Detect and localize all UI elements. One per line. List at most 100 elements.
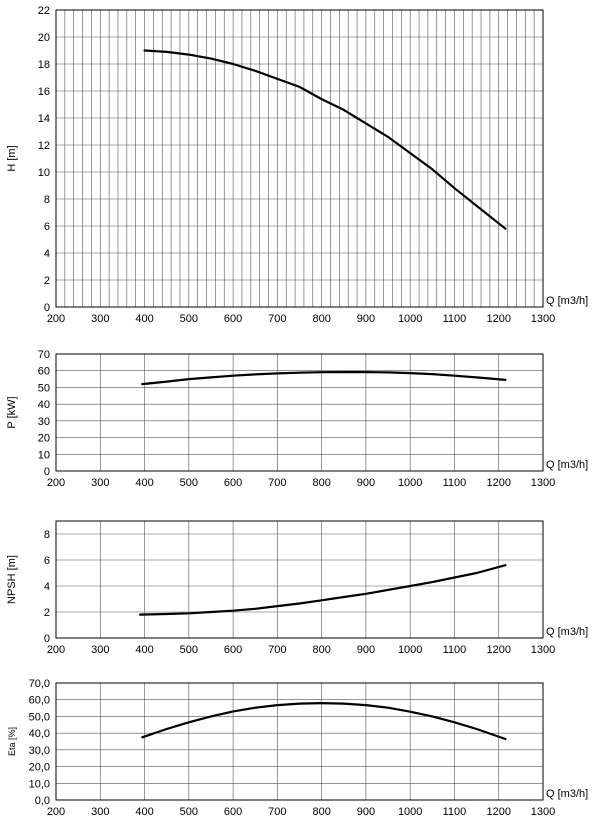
chart-efficiency-curve <box>141 702 507 741</box>
chart-power-y-tick-20: 20 <box>38 433 50 445</box>
chart-efficiency-x-tick-800: 800 <box>312 806 330 818</box>
chart-efficiency-x-tick-400: 400 <box>135 806 153 818</box>
chart-power: 200 300 400 500 600 700 800 900 1000 1100 1200 1300… <box>6 349 588 489</box>
chart-power-plot-frame <box>55 353 544 472</box>
chart-npsh-curve <box>139 564 507 616</box>
chart-efficiency-x-tick-1000: 1000 <box>398 806 422 818</box>
chart-head-x-tick-500: 500 <box>180 313 198 325</box>
chart-head-y-tick-14: 14 <box>38 113 50 125</box>
chart-head-y-tick-16: 16 <box>38 86 50 98</box>
chart-head-x-tick-700: 700 <box>268 313 286 325</box>
chart-head-y-tick-0: 0 <box>44 302 50 314</box>
chart-power-y-tick-30: 30 <box>38 416 50 428</box>
chart-npsh-y-tick-2: 2 <box>44 607 50 619</box>
chart-npsh-x-tick-400: 400 <box>135 644 153 656</box>
chart-efficiency-y-tick-70-0: 70,0 <box>29 678 50 690</box>
chart-power-x-tick-400: 400 <box>135 477 153 489</box>
chart-efficiency-x-axis-label: Q [m3/h] <box>546 788 588 800</box>
chart-npsh-plot-frame <box>55 520 544 639</box>
chart-efficiency-x-tick-900: 900 <box>357 806 375 818</box>
chart-npsh-y-tick-0: 0 <box>44 633 50 645</box>
chart-head-y-tick-18: 18 <box>38 59 50 71</box>
chart-efficiency: 200 300 400 500 600 700 800 900 1000 1100 1200 1300… <box>7 678 588 818</box>
chart-power-x-tick-1000: 1000 <box>398 477 422 489</box>
chart-npsh-x-tick-200: 200 <box>47 644 65 656</box>
chart-head-y-tick-8: 8 <box>44 194 50 206</box>
chart-efficiency-y-tick-10-0: 10,0 <box>29 778 50 790</box>
chart-power-y-axis-label: P [kW] <box>6 396 18 428</box>
chart-efficiency-x-tick-300: 300 <box>91 806 109 818</box>
chart-npsh-y-tick-8: 8 <box>44 529 50 541</box>
chart-efficiency-x-tick-1200: 1200 <box>486 806 510 818</box>
chart-efficiency-y-tick-20-0: 20,0 <box>29 762 50 774</box>
chart-efficiency-y-tick-60-0: 60,0 <box>29 695 50 707</box>
chart-head-x-tick-900: 900 <box>357 313 375 325</box>
chart-power-x-tick-800: 800 <box>312 477 330 489</box>
chart-efficiency-x-tick-200: 200 <box>47 806 65 818</box>
chart-npsh-x-axis-label: Q [m3/h] <box>546 626 588 638</box>
chart-head-y-tick-6: 6 <box>44 221 50 233</box>
chart-npsh-y-axis-label: NPSH [m] <box>6 555 18 604</box>
chart-npsh-y-tick-4: 4 <box>44 581 50 593</box>
chart-head-x-tick-1100: 1100 <box>443 313 467 325</box>
chart-efficiency-y-tick-0-0: 0,0 <box>35 795 50 807</box>
chart-npsh-x-tick-800: 800 <box>312 644 330 656</box>
chart-power-x-tick-500: 500 <box>180 477 198 489</box>
chart-npsh-x-tick-700: 700 <box>268 644 286 656</box>
chart-npsh-x-tick-1300: 1300 <box>531 644 555 656</box>
chart-power-y-tick-0: 0 <box>44 466 50 478</box>
chart-head-y-tick-20: 20 <box>38 32 50 44</box>
chart-power-y-tick-10: 10 <box>38 449 50 461</box>
chart-head-x-tick-400: 400 <box>135 313 153 325</box>
chart-npsh: 200 300 400 500 600 700 800 900 1000 1100 1200 1300… <box>6 520 588 656</box>
chart-head-x-axis-label: Q [m3/h] <box>546 295 588 307</box>
chart-npsh-x-tick-900: 900 <box>357 644 375 656</box>
chart-power-y-tick-60: 60 <box>38 366 50 378</box>
chart-power-y-tick-70: 70 <box>38 349 50 361</box>
chart-npsh-x-tick-600: 600 <box>224 644 242 656</box>
chart-efficiency-x-tick-1100: 1100 <box>443 806 467 818</box>
chart-head-y-tick-12: 12 <box>38 140 50 152</box>
chart-power-x-tick-300: 300 <box>91 477 109 489</box>
chart-head-x-tick-1300: 1300 <box>531 313 555 325</box>
chart-npsh-x-tick-1100: 1100 <box>443 644 467 656</box>
chart-power-x-axis-label: Q [m3/h] <box>546 459 588 471</box>
chart-efficiency-x-tick-700: 700 <box>268 806 286 818</box>
chart-power-x-tick-600: 600 <box>224 477 242 489</box>
chart-head-x-tick-1000: 1000 <box>398 313 422 325</box>
chart-efficiency-y-tick-40-0: 40,0 <box>29 728 50 740</box>
chart-efficiency-x-tick-500: 500 <box>180 806 198 818</box>
chart-power-y-tick-50: 50 <box>38 382 50 394</box>
chart-power-x-tick-200: 200 <box>47 477 65 489</box>
chart-npsh-x-tick-1000: 1000 <box>398 644 422 656</box>
chart-efficiency-y-axis-label: Eta [%] <box>7 727 17 756</box>
chart-head-y-axis-label: H [m] <box>6 145 18 171</box>
chart-head-plot-frame <box>55 9 544 308</box>
chart-power-x-tick-1200: 1200 <box>486 477 510 489</box>
chart-power-x-tick-700: 700 <box>268 477 286 489</box>
chart-efficiency-y-tick-50-0: 50,0 <box>29 711 50 723</box>
chart-efficiency-x-tick-1300: 1300 <box>531 806 555 818</box>
chart-power-x-tick-1300: 1300 <box>531 477 555 489</box>
chart-head-x-tick-300: 300 <box>91 313 109 325</box>
chart-npsh-x-tick-500: 500 <box>180 644 198 656</box>
chart-head-x-tick-1200: 1200 <box>486 313 510 325</box>
chart-efficiency-y-tick-30-0: 30,0 <box>29 745 50 757</box>
chart-head-curve <box>143 49 507 230</box>
chart-power-y-tick-40: 40 <box>38 399 50 411</box>
chart-head: 200 300 400 500 600 700 800 900 1000 1100 1200 1300… <box>6 5 588 325</box>
chart-power-curve <box>141 371 507 386</box>
chart-npsh-x-tick-1200: 1200 <box>486 644 510 656</box>
chart-head-y-tick-10: 10 <box>38 167 50 179</box>
chart-head-y-tick-2: 2 <box>44 275 50 287</box>
chart-efficiency-x-tick-600: 600 <box>224 806 242 818</box>
chart-head-x-tick-600: 600 <box>224 313 242 325</box>
chart-npsh-y-tick-6: 6 <box>44 555 50 567</box>
chart-efficiency-plot-frame <box>55 682 544 801</box>
chart-head-x-tick-800: 800 <box>312 313 330 325</box>
chart-head-y-tick-22: 22 <box>38 5 50 17</box>
chart-head-y-tick-4: 4 <box>44 248 50 260</box>
chart-npsh-x-tick-300: 300 <box>91 644 109 656</box>
chart-head-x-tick-200: 200 <box>47 313 65 325</box>
chart-power-x-tick-1100: 1100 <box>443 477 467 489</box>
